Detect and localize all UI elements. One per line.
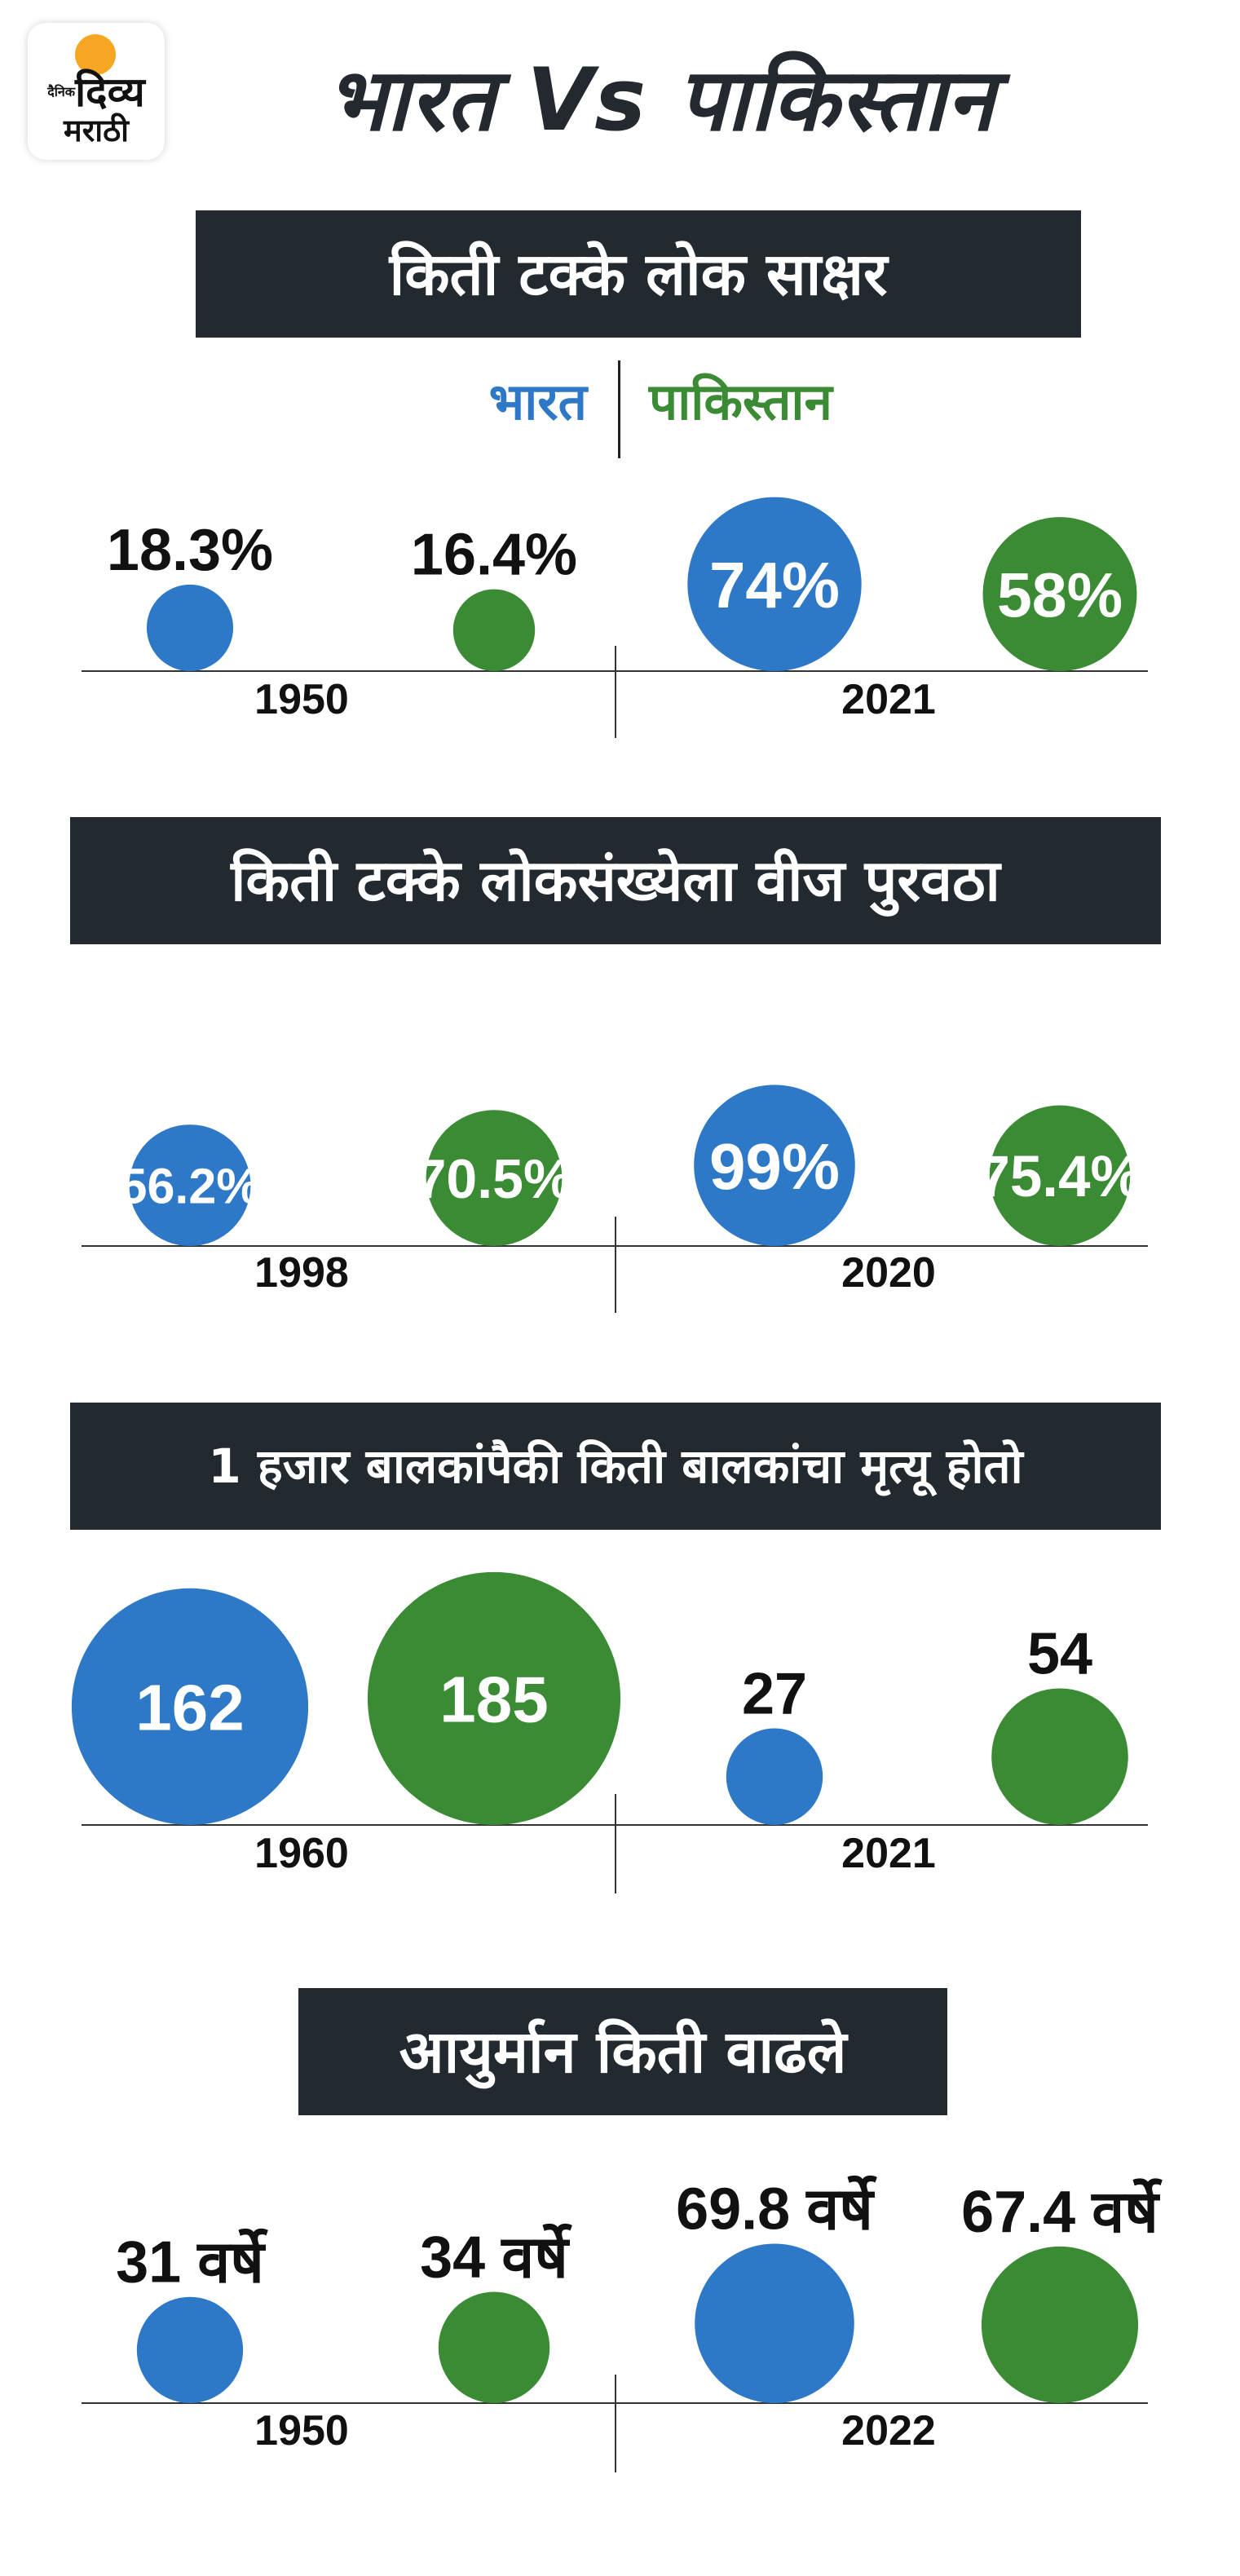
bubble-value-label: 27 [742, 1662, 807, 1727]
bubble-pakistan [452, 589, 536, 671]
bubble-value-label: 54 [1027, 1621, 1092, 1686]
bubble-india [136, 2296, 244, 2403]
bubble-pakistan [438, 2291, 550, 2403]
bubble-value-label: 99% [709, 1130, 840, 1203]
section-title-life-expectancy: आयुर्मान किती वाढले [298, 1988, 947, 2115]
bubble-india [694, 1085, 855, 1246]
page-title: भारत Vs पाकिस्तान [325, 50, 995, 150]
bubble-value-label: 34 वर्षे [420, 2224, 572, 2291]
bubble-pakistan [982, 517, 1137, 671]
bubble-value-label: 70.5% [416, 1148, 573, 1210]
year-label: 2021 [841, 676, 936, 723]
bubble-value-label: 67.4 वर्षे [961, 2178, 1163, 2245]
bubble-value-label: 58% [997, 560, 1123, 630]
bubble-india [146, 584, 234, 671]
bubble-value-label: 74% [709, 549, 840, 621]
year-label: 1950 [254, 2407, 349, 2454]
bubble-value-label: 162 [135, 1672, 244, 1744]
logo-line1: दैनिकदिव्य [47, 68, 145, 116]
bubble-india [71, 1588, 309, 1825]
bubble-pakistan [367, 1571, 621, 1825]
section-title-literacy: किती टक्के लोक साक्षर [196, 210, 1081, 338]
legend-divider [618, 360, 620, 458]
bubble-india [687, 497, 862, 671]
bubble-value-label: 16.4% [411, 523, 577, 588]
bubble-value-label: 18.3% [107, 518, 273, 583]
bubble-value-label: 31 वर्षे [116, 2229, 268, 2295]
year-label: 1950 [254, 676, 349, 723]
bubble-value-label: 56.2% [120, 1159, 261, 1214]
legend-pakistan: पाकिस्तान [649, 372, 832, 431]
year-label: 2021 [841, 1830, 936, 1877]
section-title-infant-mortality: 1 हजार बालकांपैकी किती बालकांचा मृत्यू ह… [70, 1403, 1161, 1530]
bubble-india [726, 1728, 823, 1825]
bubble-pakistan [991, 1688, 1128, 1826]
bubble-value-label: 69.8 वर्षे [676, 2176, 877, 2242]
year-label: 1960 [254, 1830, 349, 1877]
bubble-value-label: 185 [439, 1664, 548, 1736]
bubble-pakistan [981, 2246, 1139, 2403]
bubble-pakistan [426, 1110, 563, 1246]
bubble-value-label: 75.4% [977, 1145, 1141, 1209]
bubble-india [129, 1125, 251, 1246]
year-label: 2022 [841, 2407, 936, 2454]
year-label: 1998 [254, 1249, 349, 1297]
divya-marathi-logo: दैनिकदिव्य मराठी [28, 23, 165, 160]
section-title-electricity: किती टक्के लोकसंख्येला वीज पुरवठा [70, 817, 1161, 944]
bubble-india [695, 2243, 854, 2403]
logo-line2: मराठी [63, 113, 130, 148]
legend-india: भारत [488, 372, 587, 431]
year-label: 2020 [841, 1249, 936, 1297]
bubble-pakistan [989, 1105, 1131, 1246]
sun-icon [75, 34, 116, 75]
